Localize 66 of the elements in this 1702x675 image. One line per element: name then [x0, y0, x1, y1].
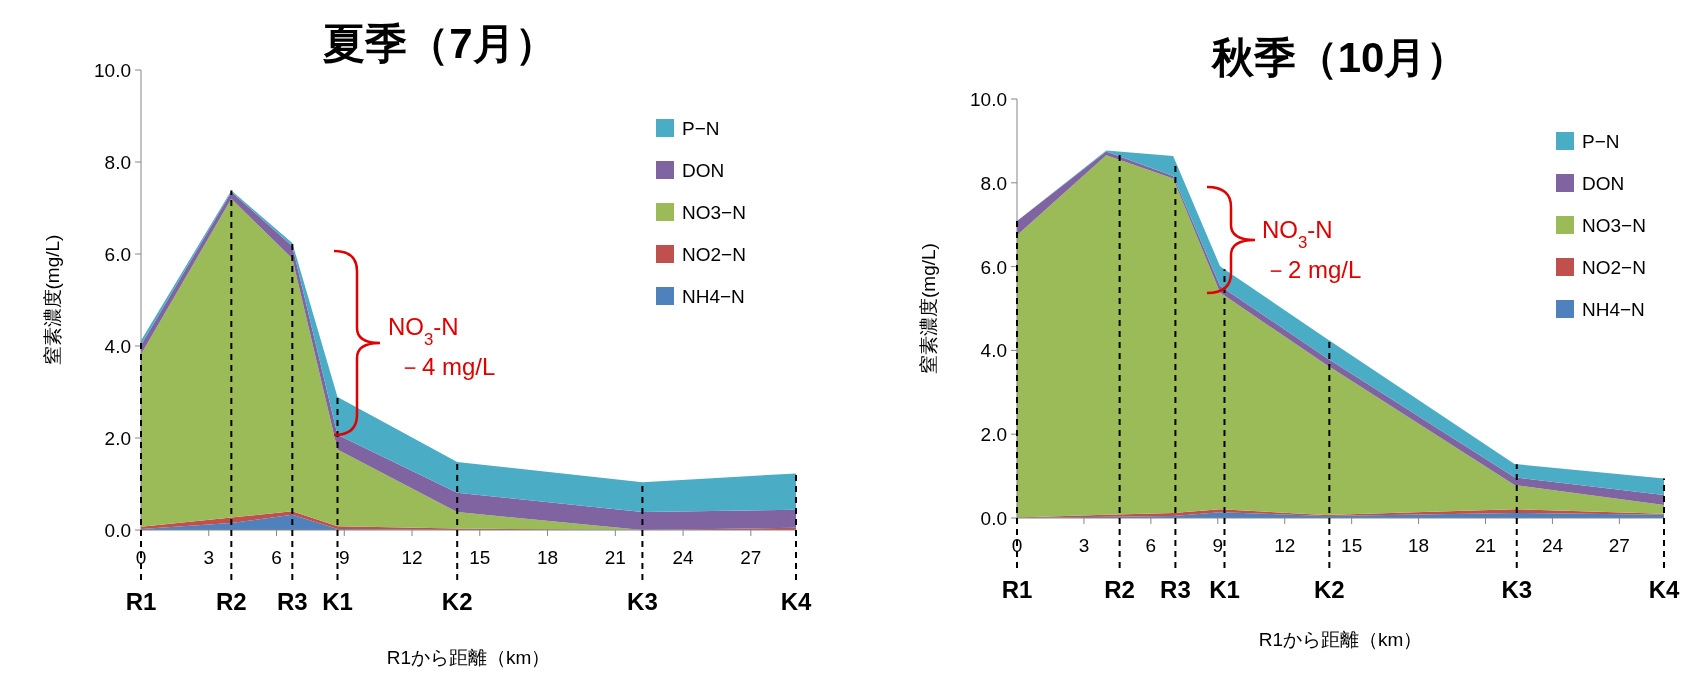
- x-tick-label: 18: [1408, 535, 1430, 556]
- ref-line-label: R3: [276, 588, 308, 615]
- annotation: NO$_{3}$-N: [388, 313, 459, 349]
- ref-line-label: K1: [322, 588, 353, 615]
- ref-line-label: K3: [627, 588, 658, 615]
- y-tick-label: 8.0: [980, 172, 1007, 194]
- y-tick-label: 10.0: [970, 89, 1007, 110]
- x-tick-label: 24: [1541, 535, 1564, 556]
- y-axis-title: 窒素濃度(mg/L): [42, 234, 63, 366]
- ref-line-label: R2: [1104, 576, 1135, 603]
- legend-label: P−N: [682, 118, 720, 139]
- x-tick-label: 9: [338, 547, 350, 568]
- x-tick-label: 27: [1608, 535, 1630, 556]
- y-axis-title: 窒素濃度(mg/L): [918, 243, 939, 374]
- y-tick-label: 0.0: [104, 520, 131, 541]
- x-tick-label: 12: [1274, 535, 1296, 556]
- x-tick-label: 6: [1145, 535, 1157, 556]
- annotation: －2 mg/L: [1264, 256, 1362, 283]
- legend-label: NO2−N: [1582, 257, 1646, 278]
- ref-line-label: K4: [1648, 576, 1680, 603]
- x-tick-label: 18: [536, 547, 559, 568]
- x-tick-label: 15: [469, 547, 491, 568]
- x-tick-label: 3: [1078, 535, 1090, 556]
- ref-line-label: R1: [125, 588, 157, 615]
- x-tick-label: 21: [1474, 535, 1497, 556]
- x-tick-label: 15: [1341, 535, 1363, 556]
- x-tick-label: 21: [604, 547, 626, 568]
- y-tick-label: 4.0: [104, 336, 131, 357]
- x-axis-title: R1から距離（km）: [1258, 629, 1423, 650]
- x-tick-label: 3: [203, 547, 215, 568]
- x-tick-label: 0: [1011, 535, 1023, 556]
- x-axis-title: R1から距離（km）: [386, 647, 551, 668]
- x-tick-label: 24: [672, 547, 695, 568]
- x-tick-label: 12: [401, 547, 423, 568]
- y-tick-label: 8.0: [104, 152, 131, 173]
- legend-label: NO3−N: [1582, 215, 1646, 236]
- x-tick-label: 9: [1212, 535, 1224, 556]
- y-tick-label: 0.0: [980, 508, 1007, 529]
- ref-line-label: K2: [441, 588, 473, 615]
- legend-label: DON: [1582, 173, 1625, 194]
- ref-line-label: K1: [1209, 576, 1240, 603]
- legend-label: P−N: [1582, 131, 1620, 152]
- legend-label: NH4−N: [682, 286, 745, 307]
- y-tick-label: 4.0: [980, 340, 1007, 362]
- y-tick-label: 6.0: [104, 244, 131, 265]
- legend-label: NO3−N: [682, 202, 746, 223]
- ref-line-label: K4: [780, 588, 812, 615]
- legend-label: NH4−N: [1582, 299, 1645, 320]
- ref-line-label: R1: [1001, 576, 1033, 603]
- chart-title: 夏季（7月）: [323, 20, 557, 67]
- y-tick-label: 2.0: [104, 428, 131, 449]
- annotation: NO$_{3}$-N: [1262, 216, 1333, 252]
- ref-line-label: R2: [216, 588, 247, 615]
- y-tick-label: 10.0: [94, 60, 131, 81]
- x-tick-label: 27: [740, 547, 762, 568]
- y-tick-label: 2.0: [980, 424, 1007, 446]
- legend-label: DON: [682, 160, 725, 181]
- y-tick-label: 6.0: [980, 256, 1007, 278]
- chart-title: 秋季（10月）: [1210, 34, 1469, 81]
- x-tick-label: 6: [271, 547, 282, 568]
- ref-line-label: K2: [1314, 576, 1345, 603]
- ref-line-label: K3: [1501, 576, 1533, 603]
- ref-line-label: R3: [1160, 576, 1191, 603]
- annotation: －4 mg/L: [398, 353, 496, 380]
- legend-label: NO2−N: [682, 244, 746, 265]
- x-tick-label: 0: [135, 547, 147, 568]
